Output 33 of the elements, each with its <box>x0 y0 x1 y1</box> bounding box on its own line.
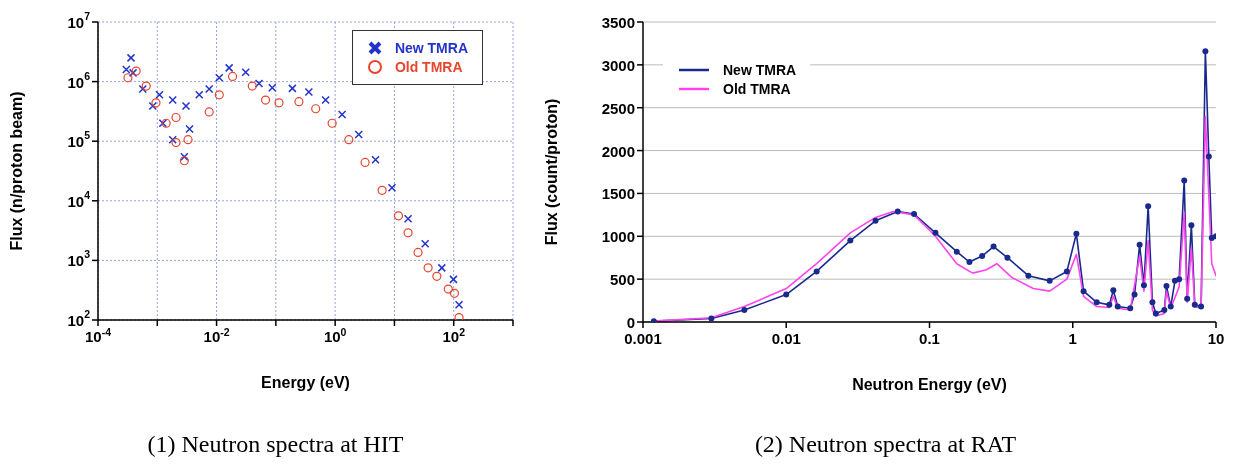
x-axis-title: Neutron Energy (eV) <box>852 376 1007 393</box>
y-tick-label: 2500 <box>601 99 635 117</box>
x-tick-label: 10$^{-4}$ <box>84 326 112 345</box>
y-tick-label: 0 <box>626 313 635 331</box>
y-tick-label: 1000 <box>601 227 635 245</box>
y-tick-label: 500 <box>609 270 635 288</box>
y-axis-title: Flux (n/proton beam) <box>7 91 25 251</box>
y-tick-label: 2000 <box>601 142 635 160</box>
x-tick-label: 10 <box>1207 330 1225 347</box>
x-tick-label: 10$^{0}$ <box>323 326 347 345</box>
y-tick-label: 1500 <box>601 184 635 202</box>
y-tick-label: 10$^{3}$ <box>67 248 91 269</box>
legend-label: New TMRA <box>394 40 468 56</box>
x-axis-title: Energy (eV) <box>261 374 350 391</box>
x-tick-label: 0.001 <box>624 330 662 347</box>
y-tick-label: 10$^{4}$ <box>67 188 91 210</box>
y-tick-label: 10$^{6}$ <box>67 69 91 91</box>
x-tick-label: 10$^{-2}$ <box>203 326 230 345</box>
legend-label: New TMRA <box>723 62 797 78</box>
y-tick-label: 3500 <box>601 13 635 31</box>
y-tick-label: 3000 <box>601 56 635 74</box>
legend-label: Old TMRA <box>723 81 791 97</box>
text: (1) Neutron spectra at HIT <box>146 431 405 458</box>
x-tick-label: 10$^{2}$ <box>442 326 466 345</box>
x-tick-label: 0.1 <box>919 330 940 347</box>
x-tick-label: 0.01 <box>771 330 801 347</box>
y-tick-label: 10$^{7}$ <box>67 10 91 31</box>
text: (2) Neutron spectra at RAT <box>753 431 1018 458</box>
y-tick-label: 10$^{2}$ <box>67 308 91 329</box>
y-tick-label: 10$^{5}$ <box>67 129 91 150</box>
x-tick-label: 1 <box>1068 330 1077 347</box>
legend-label: Old TMRA <box>394 59 463 75</box>
y-axis-title: Flux (count/proton) <box>542 98 560 246</box>
